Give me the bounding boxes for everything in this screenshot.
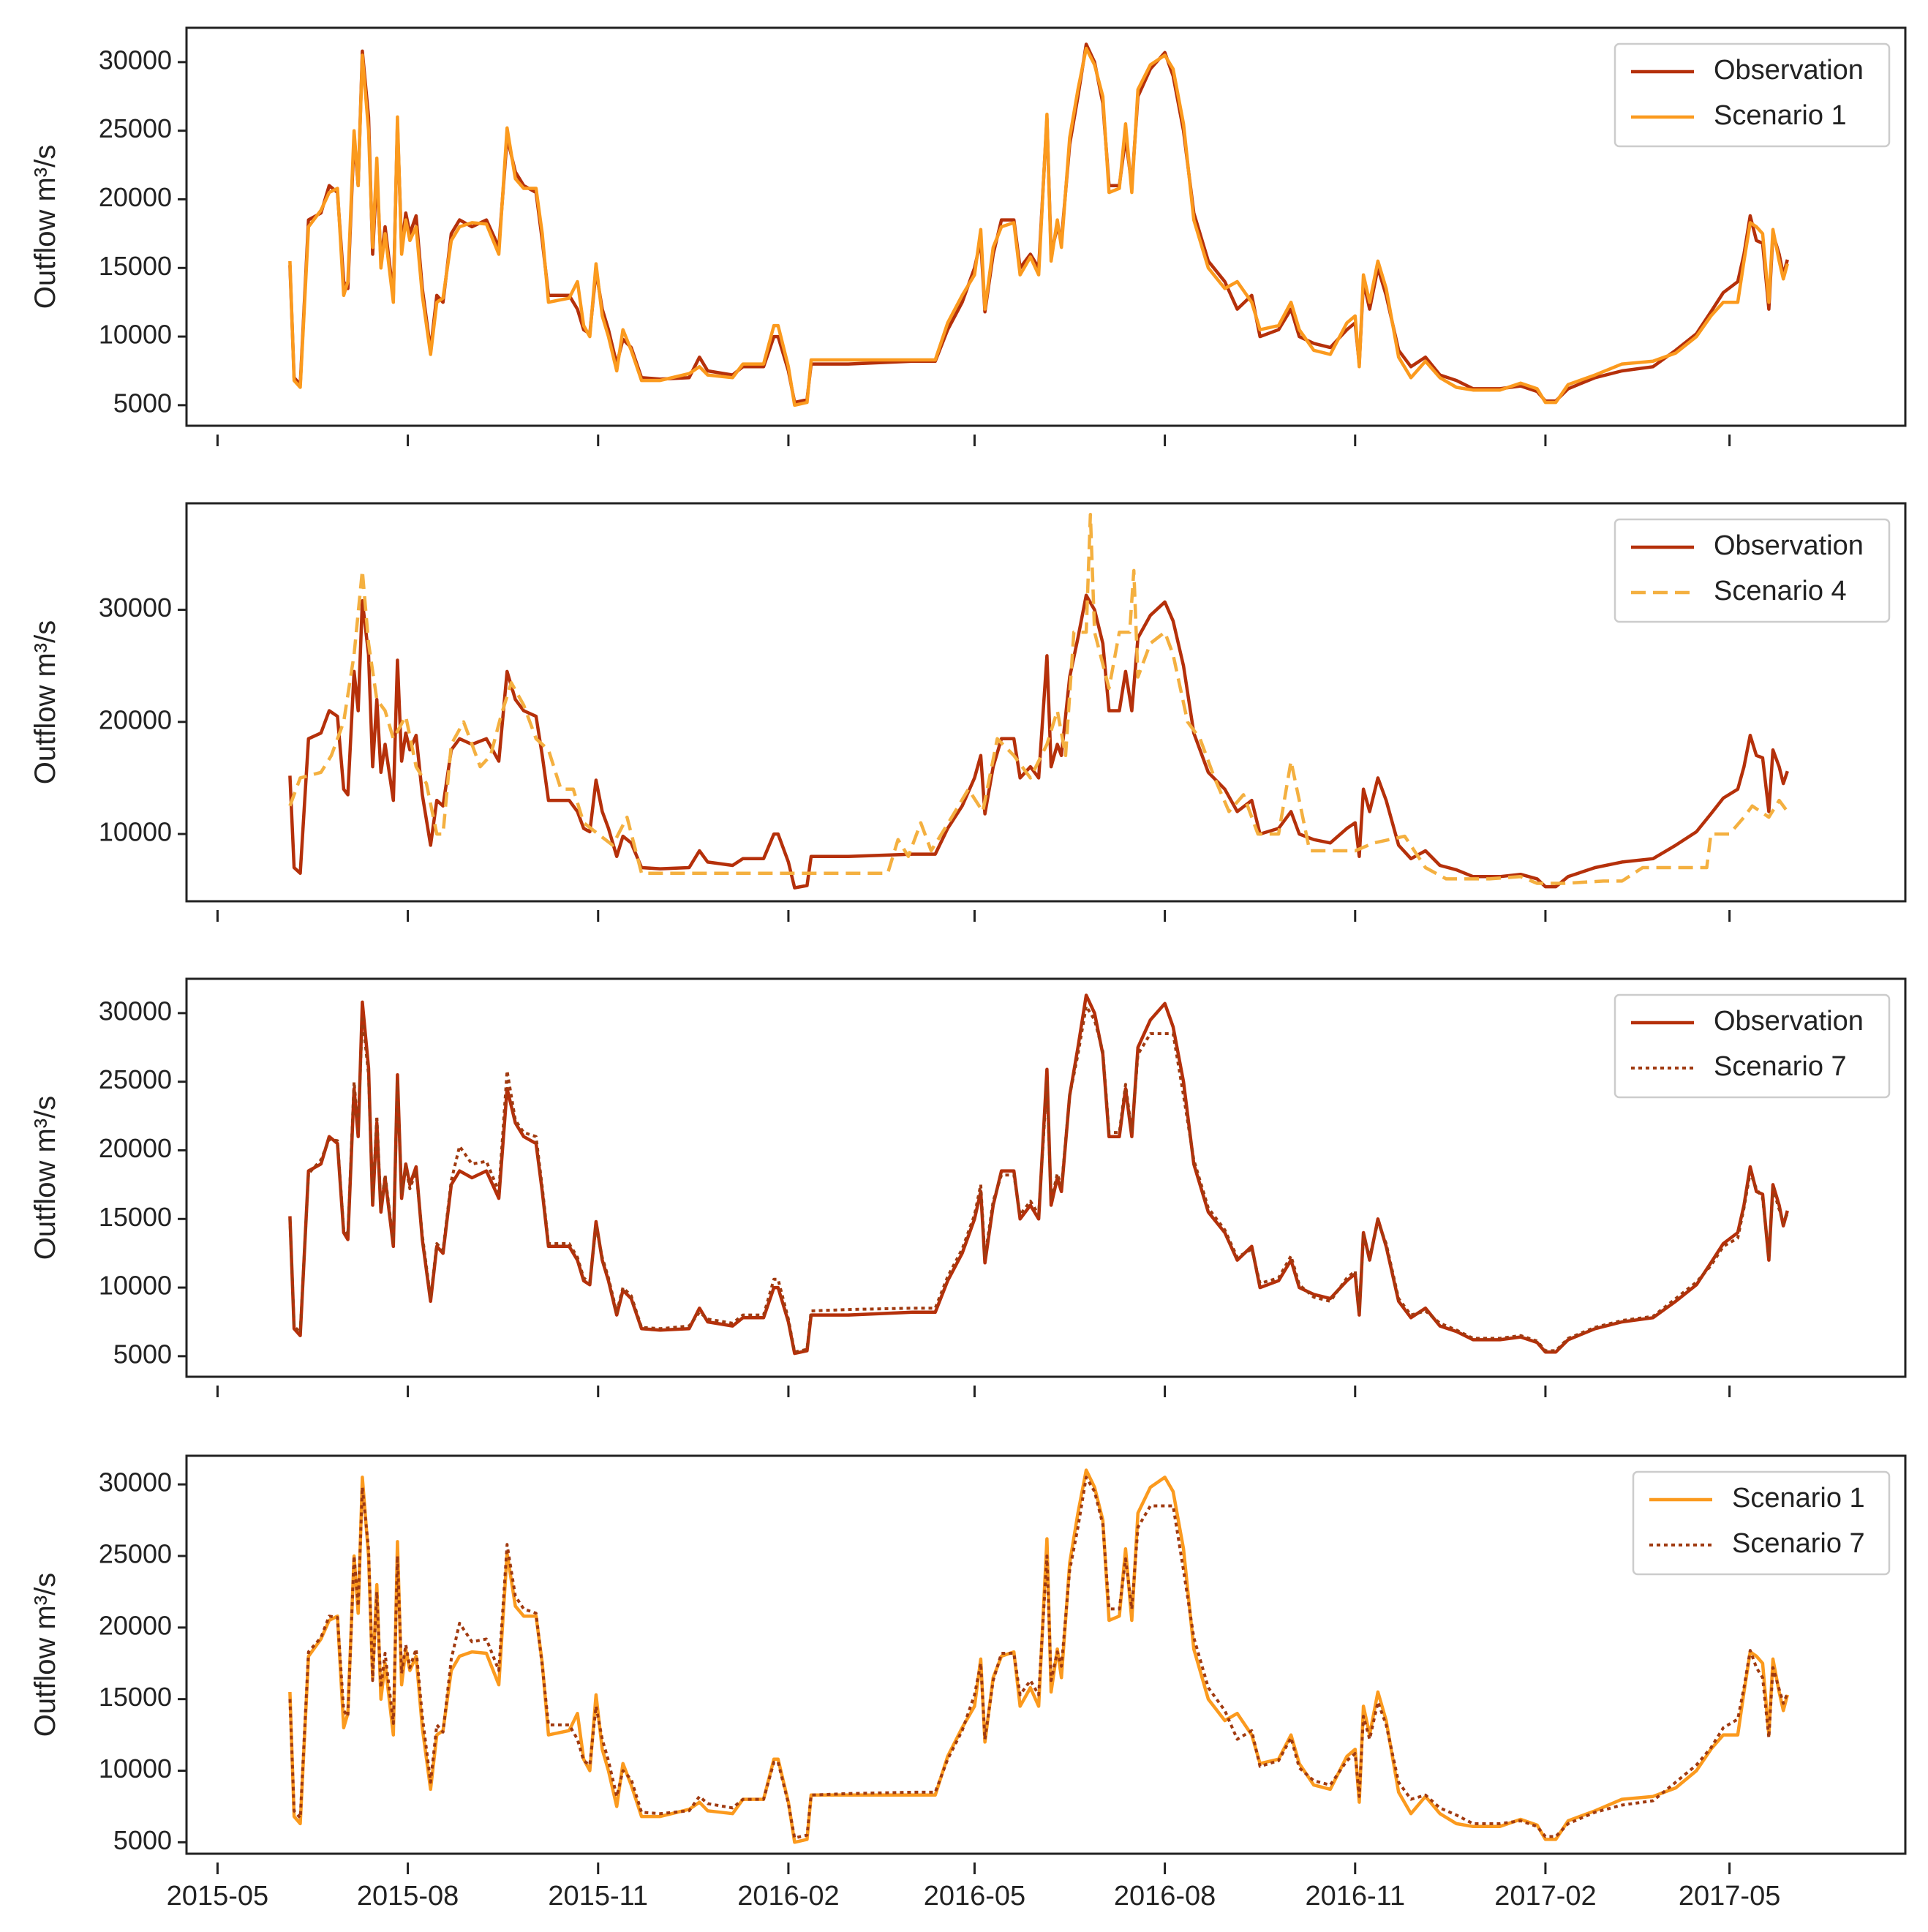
- y-tick-label: 10000: [99, 1754, 172, 1783]
- y-axis-label: Outflow m³/s: [29, 1096, 61, 1260]
- y-axis-label: Outflow m³/s: [29, 620, 61, 784]
- x-tick-label: 2015-05: [167, 1881, 268, 1912]
- legend: Observation Scenario 4: [1613, 518, 1891, 623]
- y-tick-label: 5000: [113, 1339, 172, 1369]
- y-tick-label: 10000: [99, 817, 172, 847]
- legend-label: Scenario 4: [1714, 576, 1847, 606]
- y-tick-label: 25000: [99, 1538, 172, 1568]
- y-tick-label: 20000: [99, 1133, 172, 1163]
- series-line-scenario-4: [288, 513, 1789, 885]
- y-tick-label: 30000: [99, 996, 172, 1026]
- series-line-scenario-1: [288, 46, 1789, 407]
- x-tick-label: 2016-05: [924, 1881, 1025, 1912]
- series-line-scenario-7: [288, 1476, 1789, 1840]
- x-tick-label: 2017-05: [1679, 1881, 1780, 1912]
- legend-label: Scenario 1: [1714, 100, 1847, 131]
- legend-label: Observation: [1714, 1006, 1864, 1037]
- x-tick-label: 2016-08: [1114, 1881, 1216, 1912]
- x-tick-label: 2016-11: [1305, 1881, 1405, 1912]
- legend-label: Scenario 7: [1714, 1051, 1847, 1082]
- y-tick-label: 15000: [99, 1682, 172, 1712]
- panel-2: 10000 20000 30000 Outflow m³/s Observation Sc…: [29, 502, 1907, 922]
- panels: 5000 10000 15000 20000 25000 30000 Outflow m³/…: [29, 26, 1907, 1912]
- y-tick-label: 30000: [99, 45, 172, 75]
- panel-4-lines: [288, 1468, 1789, 1844]
- y-tick-label: 20000: [99, 182, 172, 212]
- y-tick-label: 30000: [99, 593, 172, 623]
- legend: Observation Scenario 1: [1613, 42, 1891, 148]
- y-tick-label: 10000: [99, 1271, 172, 1301]
- panel-3: 5000 10000 15000 20000 25000 30000 Outflow m³/…: [29, 977, 1907, 1397]
- legend-label: Scenario 1: [1732, 1483, 1865, 1514]
- y-tick-label: 5000: [113, 388, 172, 418]
- y-tick-label: 10000: [99, 320, 172, 350]
- y-tick-label: 20000: [99, 704, 172, 734]
- panel-1-lines: [288, 42, 1789, 407]
- plot-frame: [185, 1454, 1907, 1855]
- legend-box: [1632, 1470, 1891, 1576]
- legend-box: [1613, 42, 1891, 148]
- y-tick-label: 30000: [99, 1467, 172, 1497]
- y-axis-label: Outflow m³/s: [29, 145, 61, 309]
- y-tick-label: 15000: [99, 251, 172, 281]
- x-tick-label: 2016-02: [737, 1881, 839, 1912]
- legend-box: [1613, 518, 1891, 623]
- panel-3-lines: [288, 993, 1789, 1356]
- plot-frame: [185, 26, 1907, 427]
- plot-frame: [185, 977, 1907, 1378]
- y-tick-label: 25000: [99, 1064, 172, 1094]
- plot-frame: [185, 502, 1907, 903]
- panel-4: 5000 10000 15000 20000 25000 30000 Outflow m³/…: [29, 1454, 1907, 1912]
- x-tick-label: 2017-02: [1494, 1881, 1596, 1912]
- x-tick-label: 2015-11: [548, 1881, 648, 1912]
- legend-label: Scenario 7: [1732, 1528, 1865, 1559]
- y-tick-label: 5000: [113, 1825, 172, 1855]
- legend: Observation Scenario 7: [1613, 993, 1891, 1099]
- y-tick-label: 25000: [99, 113, 172, 143]
- legend: Scenario 1 Scenario 7: [1632, 1470, 1891, 1576]
- legend-label: Observation: [1714, 55, 1864, 86]
- panel-2-lines: [288, 513, 1789, 890]
- y-tick-label: 20000: [99, 1610, 172, 1640]
- y-tick-label: 15000: [99, 1202, 172, 1232]
- y-axis-label: Outflow m³/s: [29, 1573, 61, 1737]
- legend-box: [1613, 993, 1891, 1099]
- legend-label: Observation: [1714, 530, 1864, 561]
- panel-1: 5000 10000 15000 20000 25000 30000 Outflow m³/…: [29, 26, 1907, 446]
- x-tick-label: 2015-08: [357, 1881, 459, 1912]
